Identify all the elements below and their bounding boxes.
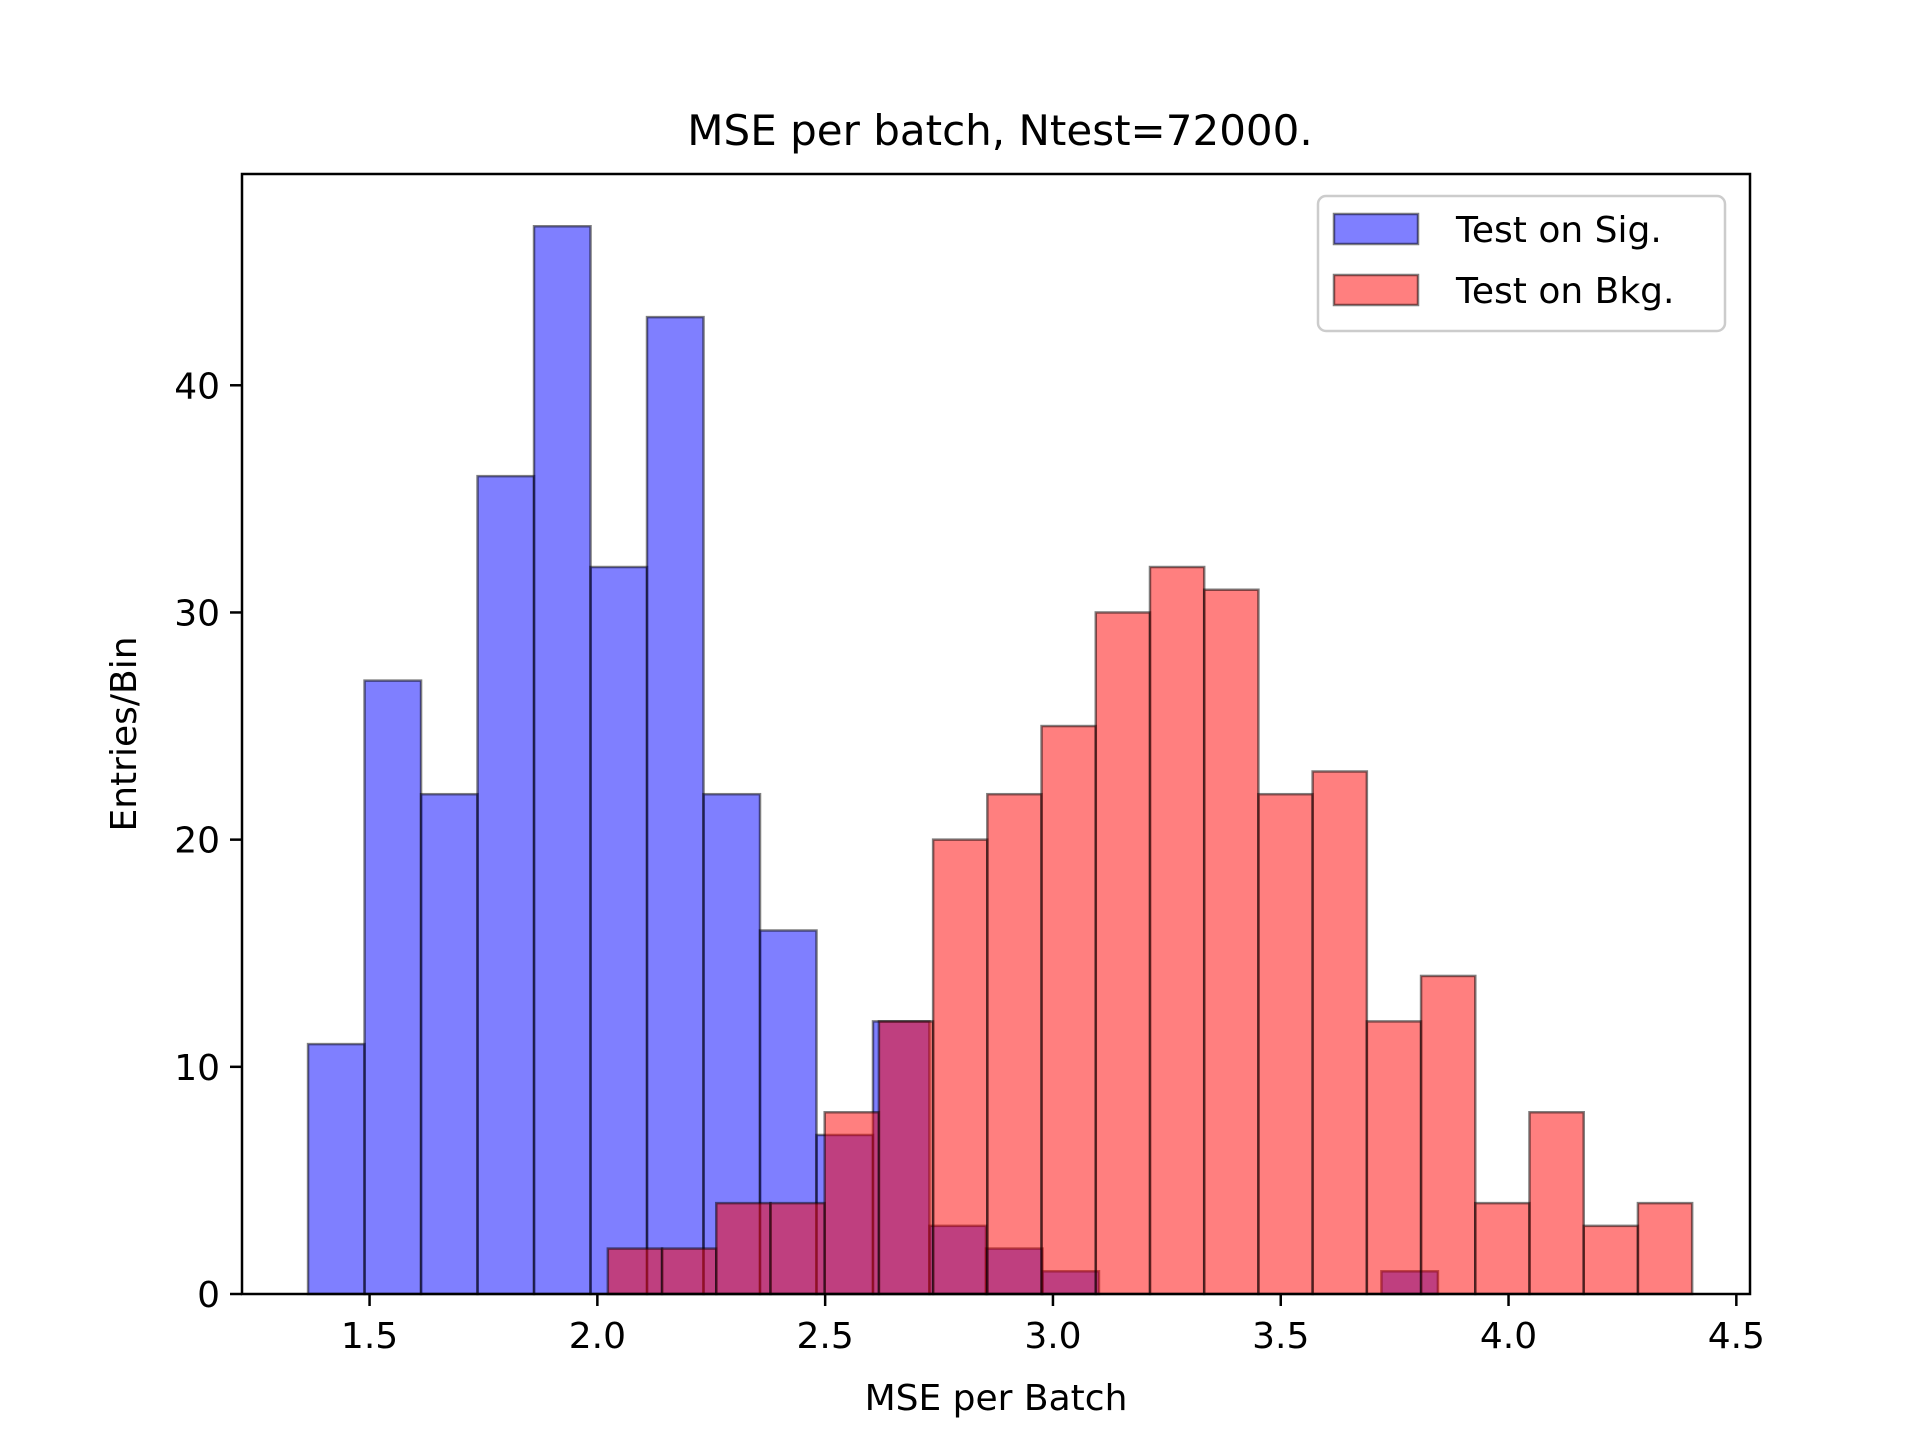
x-tick-label: 4.5: [1708, 1316, 1765, 1357]
x-axis-label: MSE per Batch: [865, 1378, 1128, 1419]
series-0: [306, 225, 1440, 1296]
x-tick-label: 2.5: [797, 1316, 854, 1357]
histogram-bar: [715, 1201, 772, 1296]
legend-swatch-sig: [1332, 212, 1420, 246]
y-tick-label: 20: [174, 821, 220, 862]
y-axis-label: Entries/Bin: [104, 636, 145, 831]
histogram-bar: [769, 1201, 826, 1296]
histogram-bar: [476, 474, 536, 1296]
x-tick-label: 1.5: [341, 1316, 398, 1357]
histogram-bar: [589, 565, 649, 1296]
histogram-bar: [1311, 770, 1369, 1296]
legend-label-sig: Test on Sig.: [1455, 210, 1662, 251]
histogram-bar: [1148, 565, 1206, 1296]
histogram-bar: [645, 315, 705, 1296]
histogram-bar: [1419, 974, 1477, 1296]
y-axis-ticks: 0 10 20 30 40: [174, 366, 242, 1316]
x-tick-label: 2.0: [569, 1316, 626, 1357]
series-1: [606, 565, 1694, 1296]
histogram-bar: [877, 1020, 935, 1296]
y-tick-label: 40: [174, 366, 220, 407]
histogram-bar: [1365, 1020, 1423, 1296]
histogram-bar: [1202, 588, 1260, 1296]
histogram-bar: [1582, 1224, 1640, 1296]
chart-title: MSE per batch, Ntest=72000.: [687, 106, 1312, 155]
y-tick-label: 10: [174, 1048, 220, 1089]
histogram-bar: [1040, 724, 1098, 1296]
histogram-bar: [986, 792, 1043, 1296]
x-tick-label: 4.0: [1480, 1316, 1537, 1357]
legend-box: [1316, 194, 1727, 333]
histogram-bar: [1474, 1201, 1531, 1296]
histogram-bar: [1528, 1111, 1585, 1296]
histogram-bar: [1094, 611, 1152, 1296]
y-tick-label: 0: [197, 1275, 220, 1316]
histogram-bar: [363, 679, 423, 1296]
histogram-bar: [532, 225, 592, 1296]
legend: Test on Sig. Test on Bkg.: [1316, 194, 1727, 333]
histogram-bar: [1257, 792, 1314, 1296]
x-axis-ticks: 1.5 2.0 2.5 3.0 3.5 4.0 4.5: [341, 1294, 1765, 1357]
histogram-bar: [823, 1111, 881, 1296]
histogram-bar: [931, 838, 989, 1296]
histogram-bar: [306, 1042, 366, 1296]
plot-area: [306, 225, 1694, 1296]
histogram-bar: [419, 792, 479, 1296]
axes-frame: [240, 172, 1752, 1296]
legend-swatch-bkg: [1332, 273, 1420, 307]
x-tick-label: 3.5: [1252, 1316, 1309, 1357]
histogram-bar: [606, 1247, 664, 1296]
x-tick-label: 3.0: [1024, 1316, 1081, 1357]
histogram-bar: [1636, 1201, 1694, 1296]
legend-label-bkg: Test on Bkg.: [1455, 271, 1674, 312]
y-tick-label: 30: [174, 593, 220, 634]
histogram-bar: [660, 1247, 718, 1296]
